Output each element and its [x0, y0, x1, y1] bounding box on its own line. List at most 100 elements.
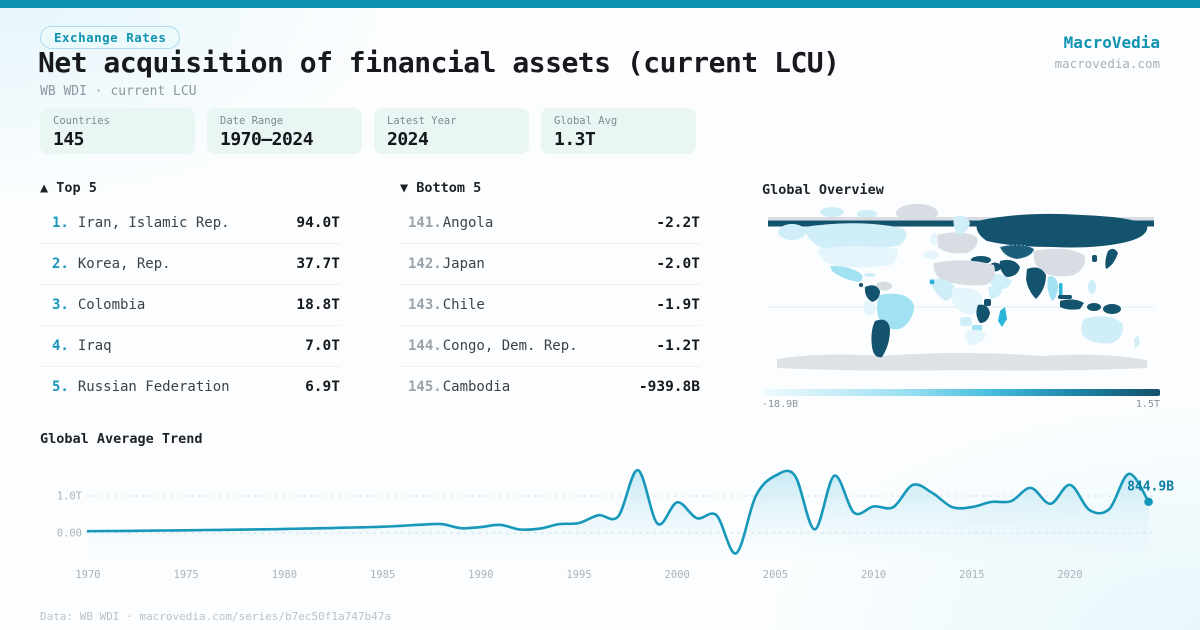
region-horn-of-africa — [988, 286, 1002, 299]
region-iberia — [923, 251, 939, 259]
region-myanmar-thailand — [1047, 276, 1058, 301]
country-value: 37.7T — [296, 256, 340, 272]
region-antarctica — [777, 353, 1147, 371]
region-malaysia — [1058, 295, 1072, 299]
country-name: Cambodia — [442, 379, 511, 395]
region-cuba — [864, 273, 876, 277]
region-new-zealand — [1134, 335, 1140, 349]
region-north-africa — [933, 260, 995, 286]
rank: 145. — [408, 379, 442, 395]
region-venezuela — [876, 281, 892, 291]
country-value: -1.2T — [656, 338, 700, 354]
region-south-africa — [965, 329, 986, 345]
region-scandinavia — [953, 215, 970, 235]
list-item: 143. Chile -1.9T — [400, 285, 700, 326]
region-europe — [937, 232, 978, 254]
y-tick-label: 0.00 — [57, 528, 82, 540]
category-badge: Exchange Rates — [40, 26, 181, 49]
top5-rows: 1. Iran, Islamic Rep. 94.0T 2. Korea, Rep. 37… — [40, 203, 340, 407]
brand-domain: macrovedia.com — [1054, 56, 1160, 71]
x-tick-label: 1970 — [75, 569, 100, 581]
region-angola — [960, 317, 972, 326]
region-india — [1026, 267, 1046, 299]
rank: 4. — [52, 338, 69, 354]
x-tick-label: 1990 — [468, 569, 493, 581]
stat-card: Global Avg 1.3T — [541, 108, 696, 154]
region-arctic-islands — [820, 207, 844, 217]
x-tick-label: 2015 — [959, 569, 984, 581]
country-name: Colombia — [77, 297, 146, 313]
list-item: 2. Korea, Rep. 37.7T — [40, 244, 340, 285]
footer-attribution: Data: WB WDI · macrovedia.com/series/b7e… — [40, 610, 391, 623]
stat-card: Latest Year 2024 — [374, 108, 529, 154]
brand-block: MacroVedia macrovedia.com — [1055, 33, 1160, 71]
region-madagascar — [998, 307, 1007, 327]
country-value: 18.8T — [296, 297, 340, 313]
top5-section: ▲ Top 5 1. Iran, Islamic Rep. 94.0T 2. Korea… — [40, 180, 340, 407]
region-kazakhstan — [999, 244, 1035, 260]
rank: 143. — [408, 297, 442, 313]
region-senegal — [929, 279, 935, 285]
region-philippines — [1088, 280, 1096, 294]
region-uk — [930, 233, 938, 245]
list-item: 142. Japan -2.0T — [400, 244, 700, 285]
region-central-america — [859, 283, 863, 287]
bottom5-rows: 141. Angola -2.2T 142. Japan -2.0T 143. Chile -1… — [400, 203, 700, 407]
region-west-africa — [930, 278, 955, 301]
country-value: -939.8B — [638, 379, 700, 395]
region-zambia — [972, 325, 982, 331]
trend-title: Global Average Trend — [40, 431, 203, 447]
colorbar-max-label: 1.5T — [1135, 399, 1160, 410]
rank: 5. — [52, 379, 69, 395]
list-item: 5. Russian Federation 6.9T — [40, 367, 340, 407]
source-subtitle: WB WDI · current LCU — [40, 84, 197, 99]
region-usa — [817, 246, 898, 268]
region-russia — [976, 213, 1148, 248]
region-saudi-arabia — [988, 273, 1012, 290]
rank: 3. — [52, 297, 69, 313]
bottom5-section: ▼ Bottom 5 141. Angola -2.2T 142. Japan -2.0T… — [400, 180, 700, 407]
country-name: Russian Federation — [77, 379, 230, 395]
x-tick-label: 1995 — [566, 569, 591, 581]
x-tick-label: 2000 — [665, 569, 690, 581]
country-name: Iraq — [77, 338, 112, 354]
trend-end-label: 844.9B — [1127, 480, 1174, 495]
trend-end-dot — [1144, 497, 1153, 507]
stat-value: 1970—2024 — [220, 129, 314, 150]
country-name: Iran, Islamic Rep. — [77, 215, 230, 231]
top5-header: ▲ Top 5 — [40, 180, 97, 196]
region-indonesia — [1060, 299, 1084, 310]
region-tanzania — [976, 304, 990, 323]
x-tick-label: 2010 — [861, 569, 886, 581]
country-value: 94.0T — [296, 215, 340, 231]
region-brazil — [877, 293, 914, 330]
stat-label: Date Range — [220, 115, 284, 127]
region-korea — [1092, 255, 1097, 262]
world-map — [768, 204, 1154, 371]
stat-cards-row: Countries 145 Date Range 1970—2024 Latest Ye… — [40, 108, 696, 154]
country-value: 6.9T — [305, 379, 340, 395]
country-name: Korea, Rep. — [77, 256, 171, 272]
region-china — [1033, 248, 1085, 277]
list-item: 144. Congo, Dem. Rep. -1.2T — [400, 326, 700, 367]
region-vietnam — [1059, 283, 1063, 297]
x-tick-label: 2005 — [763, 569, 788, 581]
country-value: -1.9T — [656, 297, 700, 313]
country-name: Congo, Dem. Rep. — [442, 338, 578, 354]
top-accent-bar — [0, 0, 1200, 8]
x-tick-label: 1985 — [370, 569, 395, 581]
map-colorbar-labels: -18.9B 1.5T — [762, 399, 1160, 410]
country-name: Japan — [442, 256, 485, 272]
list-item: 4. Iraq 7.0T — [40, 326, 340, 367]
map-title: Global Overview — [762, 182, 884, 198]
page-title: Net acquisition of financial assets (cur… — [38, 46, 840, 79]
region-kenya — [984, 299, 991, 306]
list-item: 141. Angola -2.2T — [400, 203, 700, 244]
stat-card: Date Range 1970—2024 — [207, 108, 362, 154]
bottom5-header: ▼ Bottom 5 — [400, 180, 482, 196]
x-tick-label: 1980 — [272, 569, 297, 581]
region-argentina — [871, 319, 890, 358]
stat-value: 1.3T — [554, 129, 596, 150]
country-value: -2.2T — [656, 215, 700, 231]
region-indonesia-east — [1087, 303, 1101, 311]
